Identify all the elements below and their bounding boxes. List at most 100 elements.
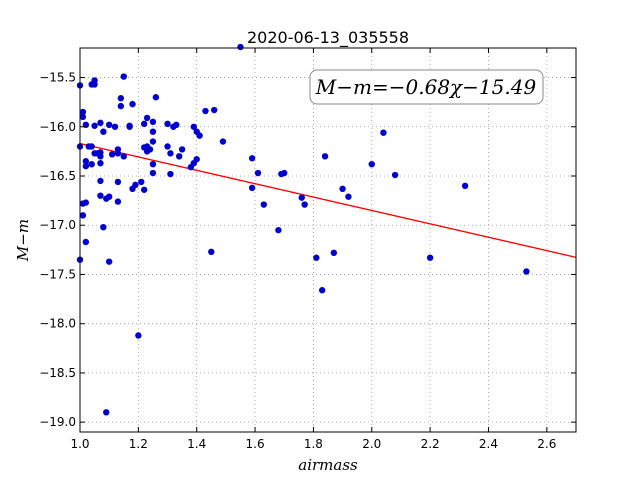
data-point <box>120 73 127 80</box>
data-point <box>126 123 133 130</box>
data-point <box>114 178 122 186</box>
data-point <box>105 121 113 128</box>
data-point <box>114 198 122 205</box>
data-point <box>368 160 375 168</box>
data-point <box>260 201 268 208</box>
data-point <box>219 138 227 145</box>
data-point <box>82 238 90 246</box>
data-point <box>193 156 200 163</box>
data-point <box>91 122 98 129</box>
data-point <box>523 268 530 275</box>
data-point <box>152 94 160 101</box>
data-point <box>97 153 104 160</box>
plot-area <box>80 48 576 432</box>
data-point <box>281 169 288 177</box>
data-point <box>149 128 157 135</box>
data-point <box>88 143 95 150</box>
data-point <box>176 153 183 160</box>
data-point <box>97 177 104 185</box>
grid-lines <box>79 48 576 432</box>
data-point <box>254 169 262 177</box>
axis-ticks <box>79 48 576 432</box>
data-point <box>167 150 174 157</box>
data-point <box>313 254 320 261</box>
data-point <box>129 100 136 108</box>
x-tick-label: 2.4 <box>479 437 498 451</box>
data-point <box>143 114 151 122</box>
x-tick-label: 1.8 <box>304 437 323 451</box>
data-point <box>426 254 434 261</box>
x-tick-label: 2.0 <box>362 437 381 451</box>
chart-title: 2020-06-13_035558 <box>247 28 409 48</box>
data-point <box>318 287 326 294</box>
y-tick-label: −17.5 <box>39 267 76 281</box>
fit-line <box>79 142 577 258</box>
data-point <box>321 153 329 160</box>
data-point <box>108 151 116 158</box>
annotation-text: M−m=−0.68χ−15.49 <box>315 75 537 99</box>
data-point <box>330 249 338 256</box>
data-point <box>117 95 125 102</box>
data-point <box>248 155 256 162</box>
data-point <box>79 212 87 219</box>
plot-frame <box>79 47 577 433</box>
y-tick-label: −17.0 <box>39 218 76 232</box>
data-point <box>117 102 125 110</box>
data-point <box>208 248 215 256</box>
data-point <box>275 226 282 234</box>
data-point <box>196 132 203 139</box>
x-tick-label: 1.6 <box>246 437 265 451</box>
annotation-box <box>309 69 544 105</box>
x-tick-label: 1.0 <box>70 437 89 451</box>
y-tick-label: −16.0 <box>39 120 76 134</box>
data-point <box>138 178 145 186</box>
data-point <box>100 224 107 231</box>
y-tick-label: −18.0 <box>39 317 76 331</box>
data-point <box>167 170 174 178</box>
data-point <box>111 123 119 130</box>
data-point <box>88 160 95 168</box>
data-point <box>461 182 469 190</box>
data-point <box>140 186 148 193</box>
data-point <box>211 106 218 114</box>
data-point <box>103 409 110 416</box>
data-point <box>120 153 127 160</box>
data-point <box>190 123 197 130</box>
data-point <box>339 185 346 192</box>
data-point <box>173 121 180 128</box>
data-point <box>345 193 352 200</box>
data-point <box>79 113 87 121</box>
data-point <box>149 160 157 168</box>
y-tick-label: −19.0 <box>39 415 76 429</box>
data-point <box>164 120 171 128</box>
x-axis-label: airmass <box>298 456 358 474</box>
data-point <box>380 129 387 136</box>
data-point <box>301 201 308 208</box>
fit-line-group <box>79 142 577 258</box>
data-point <box>100 128 107 135</box>
data-point <box>202 107 209 115</box>
y-tick-label: −15.5 <box>39 71 76 85</box>
data-point <box>135 332 142 339</box>
data-point <box>82 158 90 165</box>
data-point <box>140 120 148 128</box>
data-point <box>164 143 171 150</box>
x-tick-label: 2.6 <box>537 437 556 451</box>
data-point <box>97 119 104 127</box>
data-point <box>79 108 87 116</box>
data-point <box>82 199 90 206</box>
data-point <box>149 118 157 126</box>
x-tick-label: 2.2 <box>421 437 440 451</box>
x-tick-labels: 1.0 1.2 1.4 1.6 1.8 2.0 2.2 2.4 2.6 <box>70 437 556 451</box>
data-point <box>82 162 90 170</box>
data-points <box>76 43 530 416</box>
data-point <box>298 194 305 201</box>
data-point <box>237 43 244 51</box>
data-point <box>105 258 113 265</box>
data-point <box>391 171 399 179</box>
data-point <box>91 81 98 88</box>
y-tick-label: −18.5 <box>39 366 76 380</box>
data-point <box>105 193 113 200</box>
data-point <box>149 169 157 177</box>
